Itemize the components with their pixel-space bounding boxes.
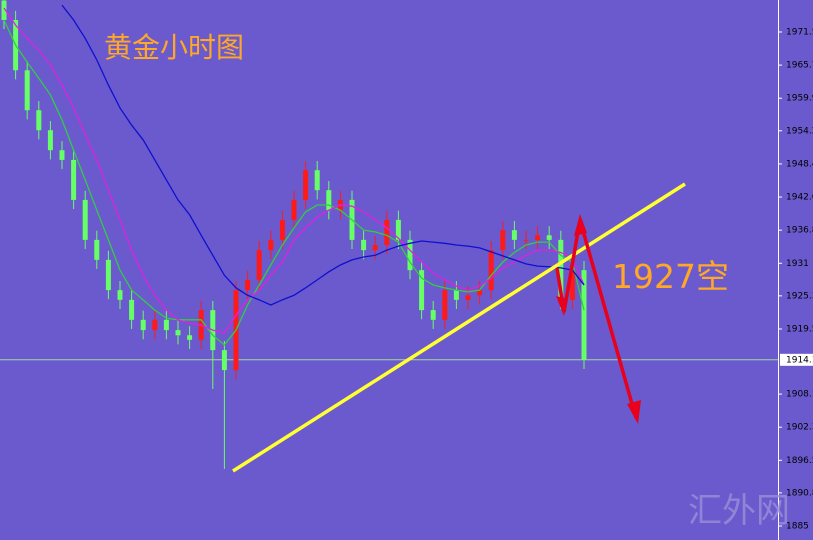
candle-body xyxy=(569,270,575,300)
candle-body xyxy=(117,290,123,300)
candle-body xyxy=(500,230,506,251)
y-tick-label: 1902.3 xyxy=(786,423,813,433)
candle-body xyxy=(94,239,100,260)
candle-body xyxy=(546,235,552,240)
candle-body xyxy=(82,199,88,240)
y-tick-label: 1885 xyxy=(786,522,809,532)
candle-body xyxy=(175,330,181,336)
candle-body xyxy=(105,259,111,291)
candle-body xyxy=(419,270,425,311)
moving-average xyxy=(61,4,585,306)
y-tick-label: 1890.8 xyxy=(786,488,813,498)
y-tick-label: 1954.2 xyxy=(786,126,813,136)
candle-body xyxy=(535,235,541,240)
candle-body xyxy=(1,0,7,20)
y-tick-label: 1931 xyxy=(786,259,809,269)
candle-body xyxy=(152,319,158,331)
candle-body xyxy=(36,110,42,131)
candle-body xyxy=(384,219,390,246)
candle-body xyxy=(140,319,146,331)
last-price-label: 1914.1 xyxy=(786,355,813,365)
y-tick-label: 1936.8 xyxy=(786,226,813,236)
y-tick-label: 1965.7 xyxy=(786,61,813,71)
y-tick-label: 1948.4 xyxy=(786,159,813,169)
candle-body xyxy=(477,290,483,296)
candle-body xyxy=(395,219,401,240)
candle-body xyxy=(59,150,65,160)
candle-body xyxy=(71,159,77,200)
arrow-head xyxy=(556,296,568,316)
last-price-box xyxy=(780,353,813,366)
plot-area xyxy=(0,0,778,469)
trend-line xyxy=(232,182,686,473)
candle-body xyxy=(129,299,135,320)
candle-body xyxy=(465,295,471,300)
candle-body xyxy=(163,319,169,331)
candle-body xyxy=(268,239,274,251)
candle-body xyxy=(361,239,367,251)
arrow-head xyxy=(627,400,641,424)
candle-body xyxy=(430,310,436,320)
y-tick-label: 1896.5 xyxy=(786,456,813,466)
candle-body xyxy=(291,199,297,220)
y-tick-label: 1959.9 xyxy=(786,94,813,104)
candle-body xyxy=(303,170,309,200)
y-tick-label: 1919.5 xyxy=(786,324,813,334)
y-tick-label: 1908.1 xyxy=(786,390,813,400)
candle-body xyxy=(24,70,30,111)
chart-title: 黄金小时图 xyxy=(104,31,244,64)
annotation: 1927空 xyxy=(612,257,729,296)
candle-body xyxy=(245,279,251,291)
candle-body xyxy=(453,290,459,300)
candle-body xyxy=(187,335,193,340)
watermark: 汇外网 xyxy=(688,491,790,531)
moving-average xyxy=(3,7,585,334)
candle-body xyxy=(326,190,332,211)
candle-body xyxy=(47,130,53,151)
candle-body xyxy=(442,290,448,320)
candle-body xyxy=(314,170,320,191)
y-tick-label: 1971.5 xyxy=(786,27,813,37)
candle-body xyxy=(256,250,262,280)
y-tick-label: 1942.6 xyxy=(786,193,813,203)
candle-body xyxy=(488,250,494,291)
red-arrow xyxy=(555,219,638,419)
y-tick-label: 1925.3 xyxy=(786,291,813,301)
candle-body xyxy=(511,230,517,240)
candle-body xyxy=(221,350,227,371)
candle-body xyxy=(279,219,285,240)
candle-body xyxy=(523,239,529,241)
candle-body xyxy=(372,245,378,251)
candle-body xyxy=(407,239,413,271)
arrow-head xyxy=(574,214,587,236)
candle-body xyxy=(558,239,564,300)
candle-body xyxy=(581,270,587,360)
